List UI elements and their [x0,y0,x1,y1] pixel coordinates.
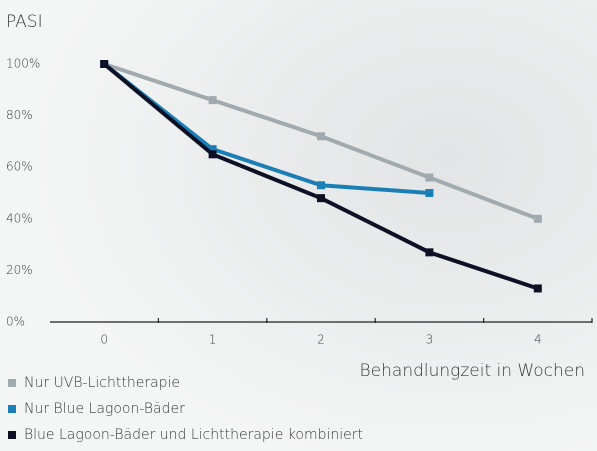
data-point [317,181,325,190]
x-tick-label: 3 [426,333,434,347]
y-axis-label: PASI [6,12,43,32]
x-tick-label: 0 [100,333,108,347]
legend-swatch [8,379,16,387]
data-point [533,214,542,223]
x-tick-label: 4 [534,333,542,347]
x-tick-label: 1 [209,333,217,347]
data-point [100,60,109,68]
x-tick-label: 2 [317,333,325,347]
data-point [208,96,217,105]
data-point [425,248,434,257]
data-point [317,132,325,141]
data-point [425,189,434,197]
data-point [317,194,325,203]
y-tick-label: 100% [6,57,40,71]
legend-label: Blue Lagoon-Bäder und Lichttherapie komb… [24,427,363,443]
legend-swatch [8,431,16,439]
y-tick-label: 60% [6,160,33,174]
legend-label: Nur Blue Lagoon-Bäder [24,401,185,417]
legend-label: Nur UVB-Lichttherapie [24,375,180,391]
data-point [208,145,217,154]
y-tick-label: 0% [6,315,25,329]
data-point [425,173,434,182]
data-point [208,150,217,159]
x-axis-label: Behandlungzeit in Wochen [360,361,585,381]
legend-swatch [8,405,16,413]
data-point [533,284,542,293]
y-tick-label: 20% [6,263,33,277]
y-tick-label: 80% [6,108,33,122]
y-tick-label: 40% [6,211,33,225]
